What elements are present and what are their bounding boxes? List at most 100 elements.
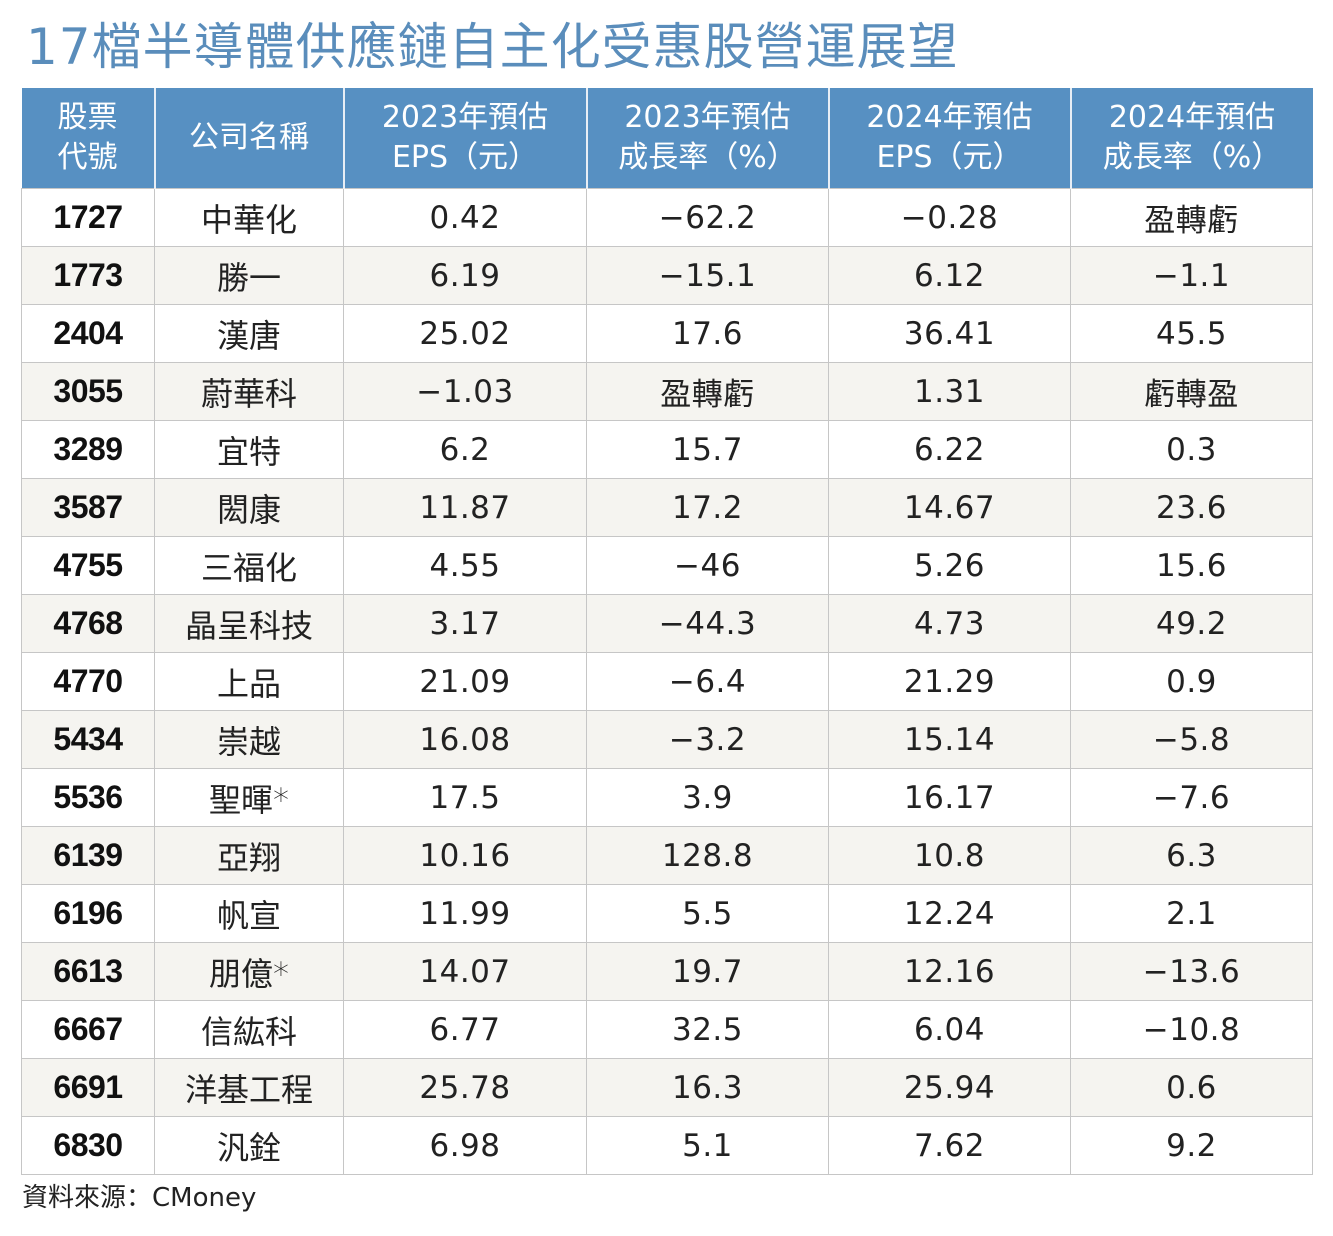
cell-growth-2023: −44.3 [586, 594, 829, 653]
header-label-line1: 2023年預估 [381, 100, 549, 135]
cell-stock-code: 6691 [21, 1058, 155, 1117]
cell-growth-2024: 0.9 [1070, 652, 1313, 711]
header-eps-2023: 2023年預估 EPS（元） [342, 88, 588, 189]
header-label-line2: EPS（元） [391, 140, 539, 175]
cell-eps-2024: 1.31 [828, 362, 1071, 421]
table-row: 4755 三福化 4.55 −46 5.26 15.6 [21, 536, 1313, 595]
cell-eps-2023: 3.17 [343, 594, 587, 653]
table-row: 3055 蔚華科 −1.03 盈轉虧 1.31 虧轉盈 [21, 362, 1313, 421]
table-row: 6691 洋基工程 25.78 16.3 25.94 0.6 [21, 1058, 1313, 1117]
cell-growth-2023: 32.5 [586, 1000, 829, 1059]
cell-growth-2024: 49.2 [1070, 594, 1313, 653]
cell-eps-2023: 25.02 [343, 304, 587, 363]
cell-company-name: 帆宣 [154, 884, 344, 943]
cell-eps-2024: 15.14 [828, 710, 1071, 769]
cell-eps-2023: 6.19 [343, 246, 587, 305]
cell-growth-2023: −3.2 [586, 710, 829, 769]
source-note: 資料來源：CMoney [22, 1183, 257, 1213]
cell-company-name: 朋億* [154, 942, 344, 1001]
cell-eps-2023: 25.78 [343, 1058, 587, 1117]
cell-growth-2023: 5.5 [586, 884, 829, 943]
cell-growth-2023: −62.2 [586, 188, 829, 247]
cell-growth-2024: −1.1 [1070, 246, 1313, 305]
cell-company-name: 中華化 [154, 188, 344, 247]
cell-eps-2024: 21.29 [828, 652, 1071, 711]
cell-stock-code: 6830 [21, 1116, 155, 1175]
cell-eps-2023: 4.55 [343, 536, 587, 595]
cell-eps-2024: 7.62 [828, 1116, 1071, 1175]
cell-eps-2024: 25.94 [828, 1058, 1071, 1117]
header-label-line1: 2024年預估 [866, 100, 1033, 135]
header-label-line2: 代號 [57, 140, 118, 175]
cell-company-name: 亞翔 [154, 826, 344, 885]
table-row: 5536 聖暉* 17.5 3.9 16.17 −7.6 [21, 768, 1313, 827]
cell-eps-2023: 6.2 [343, 420, 587, 479]
table-row: 5434 崇越 16.08 −3.2 15.14 −5.8 [21, 710, 1313, 769]
table-row: 3587 閎康 11.87 17.2 14.67 23.6 [21, 478, 1313, 537]
page-title: 17檔半導體供應鏈自主化受惠股營運展望 [26, 18, 959, 76]
cell-stock-code: 5536 [21, 768, 155, 827]
cell-growth-2023: −46 [586, 536, 829, 595]
header-stock-code: 股票 代號 [21, 88, 156, 189]
cell-eps-2024: 36.41 [828, 304, 1071, 363]
cell-growth-2024: −5.8 [1070, 710, 1313, 769]
cell-eps-2023: 6.77 [343, 1000, 587, 1059]
header-label-line2: 成長率（%） [618, 140, 797, 175]
cell-growth-2023: −6.4 [586, 652, 829, 711]
cell-stock-code: 5434 [21, 710, 155, 769]
cell-stock-code: 2404 [21, 304, 155, 363]
cell-eps-2023: 6.98 [343, 1116, 587, 1175]
table-row: 1727 中華化 0.42 −62.2 −0.28 盈轉虧 [21, 188, 1313, 247]
cell-stock-code: 4755 [21, 536, 155, 595]
header-row: 股票 代號 公司名稱 2023年預估 EPS（元） 2023年預估 成長率（%）… [21, 88, 1313, 189]
header-eps-2024: 2024年預估 EPS（元） [827, 88, 1072, 189]
cell-eps-2024: 5.26 [828, 536, 1071, 595]
table-row: 4768 晶呈科技 3.17 −44.3 4.73 49.2 [21, 594, 1313, 653]
cell-eps-2024: 12.24 [828, 884, 1071, 943]
cell-company-name: 閎康 [154, 478, 344, 537]
cell-eps-2024: 4.73 [828, 594, 1071, 653]
header-label-line1: 2024年預估 [1108, 100, 1276, 135]
cell-stock-code: 6196 [21, 884, 155, 943]
table-row: 6830 汎銓 6.98 5.1 7.62 9.2 [21, 1116, 1313, 1175]
cell-growth-2024: 23.6 [1070, 478, 1313, 537]
cell-company-name: 蔚華科 [154, 362, 344, 421]
header-company-name: 公司名稱 [153, 88, 345, 189]
cell-company-name: 聖暉* [154, 768, 344, 827]
header-label-line1: 股票 [57, 100, 118, 135]
cell-company-name: 上品 [154, 652, 344, 711]
cell-stock-code: 3587 [21, 478, 155, 537]
cell-growth-2024: 45.5 [1070, 304, 1313, 363]
cell-company-name: 宜特 [154, 420, 344, 479]
header-label-line1: 公司名稱 [189, 120, 309, 155]
cell-eps-2023: 11.99 [343, 884, 587, 943]
cell-growth-2023: 17.2 [586, 478, 829, 537]
cell-growth-2023: −15.1 [586, 246, 829, 305]
cell-company-name: 洋基工程 [154, 1058, 344, 1117]
cell-stock-code: 4768 [21, 594, 155, 653]
cell-eps-2023: 16.08 [343, 710, 587, 769]
cell-eps-2023: 17.5 [343, 768, 587, 827]
table-row: 6613 朋億* 14.07 19.7 12.16 −13.6 [21, 942, 1313, 1001]
cell-eps-2024: 6.22 [828, 420, 1071, 479]
cell-stock-code: 6139 [21, 826, 155, 885]
cell-growth-2024: 盈轉虧 [1070, 188, 1313, 247]
cell-eps-2023: 0.42 [343, 188, 587, 247]
cell-growth-2023: 盈轉虧 [586, 362, 829, 421]
header-growth-2023: 2023年預估 成長率（%） [585, 88, 830, 189]
cell-eps-2023: 21.09 [343, 652, 587, 711]
cell-eps-2024: −0.28 [828, 188, 1071, 247]
header-label-line2: 成長率（%） [1102, 140, 1282, 175]
cell-growth-2024: −13.6 [1070, 942, 1313, 1001]
cell-eps-2024: 14.67 [828, 478, 1071, 537]
cell-growth-2024: 0.6 [1070, 1058, 1313, 1117]
cell-eps-2024: 6.12 [828, 246, 1071, 305]
cell-growth-2024: −7.6 [1070, 768, 1313, 827]
cell-company-name: 汎銓 [154, 1116, 344, 1175]
cell-growth-2023: 15.7 [586, 420, 829, 479]
table-row: 6667 信紘科 6.77 32.5 6.04 −10.8 [21, 1000, 1313, 1059]
cell-stock-code: 1773 [21, 246, 155, 305]
cell-growth-2024: 6.3 [1070, 826, 1313, 885]
cell-growth-2024: 2.1 [1070, 884, 1313, 943]
cell-stock-code: 3289 [21, 420, 155, 479]
